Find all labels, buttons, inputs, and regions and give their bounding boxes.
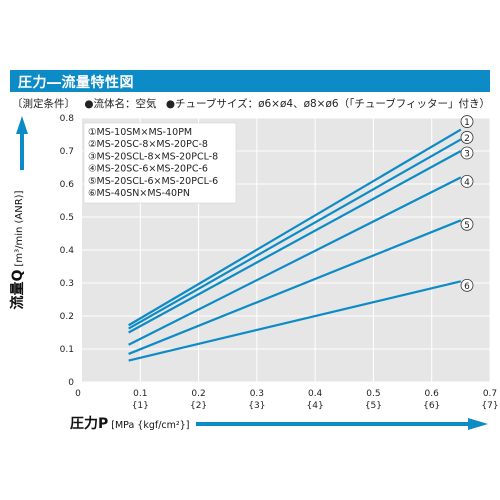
x-tick-label: 0.7 [483, 389, 497, 399]
x-axis-label: 圧力P [MPa {kgf/cm²}] [70, 415, 189, 432]
series-line [128, 138, 462, 330]
series-end-marker-label: 3 [464, 150, 470, 160]
series-line [128, 280, 462, 362]
conditions-label: 〔測定条件〕 [12, 98, 75, 110]
chart-header-bar: 圧力―流量特性図 [10, 70, 490, 92]
x-tick-label: 0.1 [133, 389, 147, 399]
x-tick-label: 0.6 [425, 389, 440, 399]
x-tick-kgf-label: {7} [481, 401, 498, 411]
conditions-tube: ●チューブサイズ：ø6×ø4、ø8×ø6（「チューブフィッター」付き） [165, 98, 490, 110]
series-end-marker-label: 4 [464, 178, 470, 188]
legend-entry: ⑤MS-20SCL-6×MS-20PCL-6 [88, 176, 218, 187]
legend-box [83, 122, 237, 204]
legend-entry: ③MS-20SCL-8×MS-20PCL-8 [88, 151, 218, 162]
legend-entry: ①MS-10SM×MS-10PM [88, 127, 192, 138]
series-end-marker-label: 6 [464, 282, 470, 292]
x-tick-label: 0.5 [366, 389, 380, 399]
x-tick-kgf-label: {2} [190, 401, 207, 411]
series-end-marker-label: 1 [464, 118, 470, 128]
y-tick-label: 0.2 [60, 312, 74, 322]
series-end-marker [460, 146, 474, 160]
series-end-marker-label: 2 [464, 134, 470, 144]
series-end-marker [460, 217, 474, 231]
x-tick-kgf-label: {6} [423, 401, 440, 411]
y-tick-label: 0.7 [60, 147, 74, 157]
y-tick-label: 0.6 [60, 180, 75, 190]
x-tick-kgf-label: {3} [248, 401, 265, 411]
x-tick-kgf-label: {5} [365, 401, 382, 411]
y-tick-label: 0.1 [60, 345, 74, 355]
y-tick-label: 0.8 [60, 114, 75, 124]
x-tick-kgf-label: {1} [132, 401, 149, 411]
x-tick-label: 0 [75, 389, 81, 399]
series-end-marker [460, 174, 474, 188]
series-end-marker [460, 278, 474, 292]
y-tick-label: 0 [68, 378, 74, 388]
series-end-marker-label: 5 [464, 221, 470, 231]
x-tick-kgf-label: {4} [307, 401, 324, 411]
x-tick-label: 0.4 [308, 389, 323, 399]
x-axis-arrow-head [468, 418, 488, 430]
y-axis-label: 流量Q[m³/min (ANR)] [9, 190, 26, 309]
y-tick-label: 0.5 [60, 213, 74, 223]
x-tick-label: 0.2 [191, 389, 205, 399]
series-end-marker [460, 131, 474, 144]
series-line [128, 150, 462, 334]
legend-entry: ⑥MS-40SN×MS-40PN [88, 188, 190, 199]
y-tick-label: 0.4 [60, 246, 75, 256]
legend-entry: ②MS-20SC-8×MS-20PC-8 [88, 139, 208, 150]
measurement-conditions: 〔測定条件〕 ●流体名：空気 ●チューブサイズ：ø6×ø4、ø8×ø6（「チュー… [12, 96, 496, 111]
conditions-fluid: ●流体名：空気 [84, 98, 157, 110]
legend-entry: ④MS-20SC-6×MS-20PC-6 [88, 164, 208, 175]
series-end-marker [460, 115, 474, 128]
x-tick-label: 0.3 [250, 389, 264, 399]
series-line [128, 176, 462, 346]
y-tick-label: 0.3 [60, 279, 74, 289]
chart-title: 圧力―流量特性図 [18, 75, 134, 91]
series-line [128, 219, 462, 355]
series-line [128, 128, 462, 327]
y-axis-arrow-head [16, 116, 28, 134]
